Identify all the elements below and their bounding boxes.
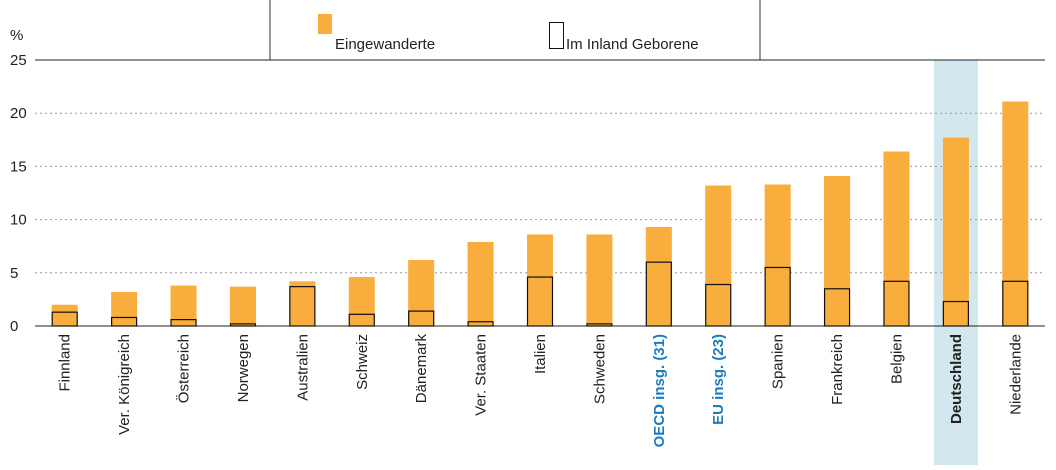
bar-outline	[586, 323, 613, 327]
x-tick-label: Australien	[294, 334, 311, 401]
x-tick-label: Finnland	[57, 334, 74, 392]
legend-swatch	[318, 14, 332, 34]
bar-outline	[51, 311, 78, 327]
x-tick-label: OECD insg. (31)	[651, 334, 668, 447]
bar	[824, 175, 851, 326]
bar	[348, 277, 375, 326]
bar	[408, 260, 435, 326]
bar	[467, 241, 494, 326]
x-tick-label: Schweiz	[354, 334, 371, 390]
bar	[229, 286, 256, 326]
x-tick-label: Norwegen	[235, 334, 252, 402]
bar-outline	[348, 313, 375, 327]
bar	[1002, 101, 1029, 326]
x-tick-label: Schweden	[591, 334, 608, 404]
y-tick-label: 5	[10, 265, 18, 282]
bar	[586, 234, 613, 326]
x-tick-label: Ver. Staaten	[473, 334, 490, 416]
x-tick-label: Niederlande	[1007, 334, 1024, 415]
x-tick-label: Deutschland	[948, 334, 965, 424]
bar-outline	[645, 261, 672, 327]
y-tick-label: 25	[10, 52, 27, 69]
bar-outline	[408, 310, 435, 327]
y-axis-label: %	[10, 27, 23, 44]
bar	[705, 185, 732, 326]
x-tick-label: Österreich	[175, 334, 193, 403]
bar	[111, 291, 138, 326]
legend-label: Im Inland Geborene	[566, 36, 699, 53]
x-tick-label: Italien	[532, 334, 549, 374]
bar	[942, 137, 969, 326]
bar-outline	[111, 316, 138, 327]
x-tick-label: Belgien	[888, 334, 905, 384]
bar-outline	[289, 286, 316, 327]
bar-outline	[823, 288, 851, 327]
y-tick-label: 0	[10, 318, 18, 335]
bar-outline	[1002, 280, 1029, 327]
bar-outline	[526, 276, 554, 327]
x-tick-label: Ver. Königreich	[116, 334, 133, 435]
x-tick-label: Frankreich	[829, 334, 846, 405]
bar-outline	[883, 280, 910, 327]
legend-label: Eingewanderte	[335, 36, 435, 53]
bar-outline	[467, 321, 494, 327]
bar-outline	[229, 323, 257, 327]
bar	[764, 184, 791, 326]
y-tick-label: 20	[10, 105, 27, 122]
bar-outline	[170, 319, 197, 327]
bar	[289, 281, 316, 326]
bar	[51, 304, 78, 326]
bar-outline	[942, 300, 969, 327]
bar-outline	[764, 266, 791, 327]
bar	[883, 151, 910, 326]
legend-swatch	[549, 22, 564, 49]
x-tick-label: Spanien	[770, 334, 787, 389]
x-tick-label: EU insg. (23)	[710, 334, 727, 425]
x-tick-label: Dänemark	[413, 334, 430, 404]
y-tick-label: 10	[10, 212, 27, 229]
y-tick-label: 15	[10, 158, 27, 175]
bar	[527, 234, 553, 326]
bar	[645, 227, 672, 326]
bar-outline	[705, 283, 732, 327]
